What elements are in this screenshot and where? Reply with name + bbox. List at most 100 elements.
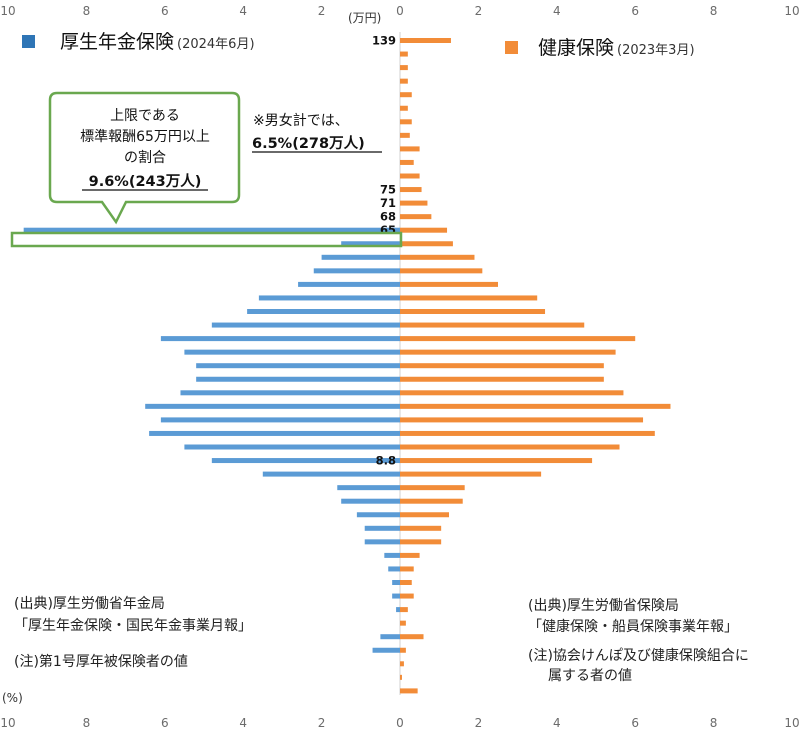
- bar-left: [321, 254, 400, 260]
- legend-left-title: 厚生年金保険: [60, 31, 174, 53]
- callout-line3: の割合: [124, 149, 166, 166]
- callout-line1: 上限である: [110, 108, 180, 124]
- left-source-2: 「厚生年金保険・国民年金事業月報」: [14, 618, 252, 634]
- bar-right: [400, 92, 412, 98]
- bar-left: [396, 607, 400, 613]
- band-label: 65: [380, 223, 396, 237]
- callout-line2: 標準報酬65万円以上: [80, 129, 210, 145]
- bar-right: [400, 593, 414, 599]
- right-note-1: (注)協会けんぽ及び健康保険組合に: [528, 648, 749, 664]
- bar-left: [184, 349, 400, 355]
- bar-right: [400, 471, 542, 477]
- series-left-bars: [23, 227, 401, 653]
- band-label: 139: [372, 34, 396, 48]
- bar-left: [392, 593, 400, 599]
- x-tick-top: 0: [396, 4, 404, 18]
- bar-left: [160, 336, 400, 342]
- bar-right: [400, 376, 604, 382]
- bar-right: [400, 241, 453, 247]
- x-tick-bottom: 8: [83, 716, 91, 730]
- bar-right: [400, 159, 414, 165]
- legend-right: 健康保険 (2023年3月): [538, 37, 695, 59]
- bar-right: [400, 674, 402, 680]
- bar-left: [337, 485, 400, 491]
- bar-right: [400, 430, 655, 436]
- bar-right: [400, 417, 644, 423]
- bar-right: [400, 363, 604, 369]
- bar-right: [400, 322, 585, 328]
- bar-right: [400, 634, 424, 640]
- x-tick-top: 2: [475, 4, 483, 18]
- bar-right: [400, 580, 412, 585]
- bar-right: [400, 281, 498, 287]
- legend-left: 厚生年金保険 (2024年6月): [60, 31, 255, 53]
- bar-right: [400, 688, 418, 694]
- bar-right: [400, 607, 408, 613]
- bar-left: [372, 647, 400, 653]
- band-label: 68: [380, 210, 396, 224]
- x-tick-bottom: 10: [0, 716, 15, 730]
- bar-left: [184, 444, 400, 450]
- gender-note-emphasis: 6.5%(278万人): [252, 135, 365, 152]
- x-axis-bottom-ticks: 10 8 6 4 2 0 2 4 6 8 10: [0, 716, 799, 730]
- bar-right: [400, 647, 406, 653]
- x-tick-top: 8: [83, 4, 91, 18]
- highlight-box-65: [10, 231, 403, 248]
- bar-right: [400, 254, 475, 260]
- x-tick-top: 8: [710, 4, 718, 18]
- bar-left: [313, 268, 400, 274]
- band-label: 71: [380, 196, 396, 210]
- x-tick-bottom: 8: [710, 716, 718, 730]
- left-note: (注)第1号厚年被保険者の値: [14, 654, 188, 670]
- bar-right: [400, 512, 449, 518]
- legend-left-sub: (2024年6月): [177, 37, 255, 52]
- bar-right: [400, 390, 624, 396]
- x-tick-top: 4: [239, 4, 247, 18]
- bar-left: [180, 390, 400, 396]
- bar-right: [400, 309, 546, 314]
- right-source-1: (出典)厚生労働省保険局: [528, 598, 679, 614]
- bar-left: [341, 498, 400, 504]
- gender-note-line1: ※男女計では、: [253, 112, 349, 129]
- bar-right: [400, 485, 465, 491]
- bar-right: [400, 620, 406, 626]
- bar-left: [262, 471, 400, 477]
- bar-left: [196, 363, 400, 369]
- bar-right: [400, 661, 404, 667]
- bar-left: [364, 525, 400, 531]
- bar-right: [400, 51, 408, 57]
- bar-right: [400, 146, 420, 152]
- bar-right: [400, 498, 463, 504]
- bar-right: [400, 566, 414, 572]
- bar-left: [211, 458, 400, 464]
- bar-right: [400, 38, 451, 43]
- bar-left: [160, 417, 400, 423]
- legend-right-title: 健康保険: [538, 37, 614, 59]
- bar-left: [23, 227, 401, 233]
- y-unit-label: (万円): [348, 11, 381, 25]
- bar-right: [400, 268, 483, 274]
- bar-right: [400, 78, 408, 84]
- bar-left: [364, 539, 400, 545]
- x-tick-bottom: 6: [631, 716, 639, 730]
- bar-right: [400, 336, 636, 342]
- left-source-1: (出典)厚生労働省年金局: [14, 596, 165, 612]
- x-tick-top: 4: [553, 4, 561, 18]
- bar-left: [384, 552, 400, 558]
- legend-right-sub: (2023年3月): [617, 43, 695, 58]
- bar-left: [149, 430, 400, 436]
- bar-left: [247, 309, 400, 314]
- bar-right: [400, 403, 671, 409]
- bar-right: [400, 173, 420, 179]
- bar-left: [211, 322, 400, 328]
- x-unit-label: (%): [2, 691, 23, 705]
- bar-left: [356, 512, 400, 518]
- bar-right: [400, 132, 410, 138]
- legend-left-swatch: [22, 35, 35, 48]
- bar-right: [400, 200, 428, 206]
- bar-right: [400, 119, 412, 125]
- band-label: 8.8: [376, 454, 396, 468]
- bar-left: [145, 403, 400, 409]
- x-tick-bottom: 10: [784, 716, 799, 730]
